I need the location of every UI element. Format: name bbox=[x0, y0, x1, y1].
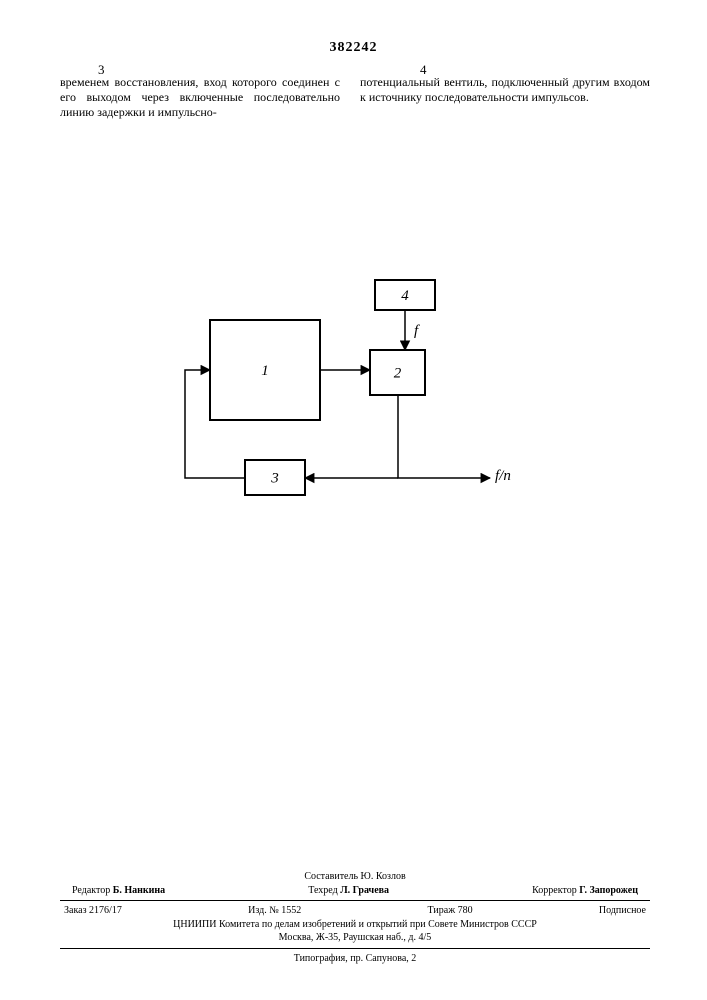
patent-number: 382242 bbox=[0, 40, 707, 56]
footer-tirazh: Тираж 780 bbox=[428, 904, 473, 918]
patent-page: 382242 3 4 временем восстановления, вход… bbox=[0, 0, 707, 1000]
output-label: f/n bbox=[495, 468, 511, 484]
corrector-label: Корректор bbox=[532, 885, 577, 896]
footer-rule-1 bbox=[60, 900, 650, 901]
block-label-1: 1 bbox=[261, 363, 269, 379]
editor-label: Редактор bbox=[72, 885, 110, 896]
block-label-3: 3 bbox=[270, 471, 279, 487]
footer-block: Составитель Ю. Козлов Редактор Б. Нанкин… bbox=[60, 870, 650, 965]
edge-label-1: f bbox=[414, 323, 420, 339]
footer-publication: Заказ 2176/17 Изд. № 1552 Тираж 780 Подп… bbox=[60, 904, 650, 918]
footer-typography: Типография, пр. Сапунова, 2 bbox=[60, 952, 650, 966]
techred-name: Л. Грачева bbox=[340, 885, 389, 896]
footer-order: Заказ 2176/17 bbox=[64, 904, 122, 918]
footer-org1: ЦНИИПИ Комитета по делам изобретений и о… bbox=[60, 918, 650, 932]
footer-rule-2 bbox=[60, 948, 650, 949]
block-label-2: 2 bbox=[394, 366, 402, 382]
right-column-text: потенциальный вентиль, подключенный друг… bbox=[360, 75, 650, 105]
block-label-4: 4 bbox=[401, 288, 409, 304]
footer-compiler: Составитель Ю. Козлов bbox=[60, 870, 650, 884]
editor-name: Б. Нанкина bbox=[113, 885, 165, 896]
footer-signed: Подписное bbox=[599, 904, 646, 918]
edge-2 bbox=[398, 395, 490, 478]
block-diagram: 1 2 3 4 f f/n bbox=[150, 260, 550, 520]
corrector-name: Г. Запорожец bbox=[579, 885, 638, 896]
footer-credits: Редактор Б. Нанкина Техред Л. Грачева Ко… bbox=[60, 884, 650, 898]
left-column-text: временем восстановления, вход которого с… bbox=[60, 75, 340, 120]
edge-4 bbox=[185, 370, 245, 478]
techred-label: Техред bbox=[308, 885, 337, 896]
footer-org2: Москва, Ж-35, Раушская наб., д. 4/5 bbox=[60, 931, 650, 945]
footer-izd: Изд. № 1552 bbox=[248, 904, 301, 918]
